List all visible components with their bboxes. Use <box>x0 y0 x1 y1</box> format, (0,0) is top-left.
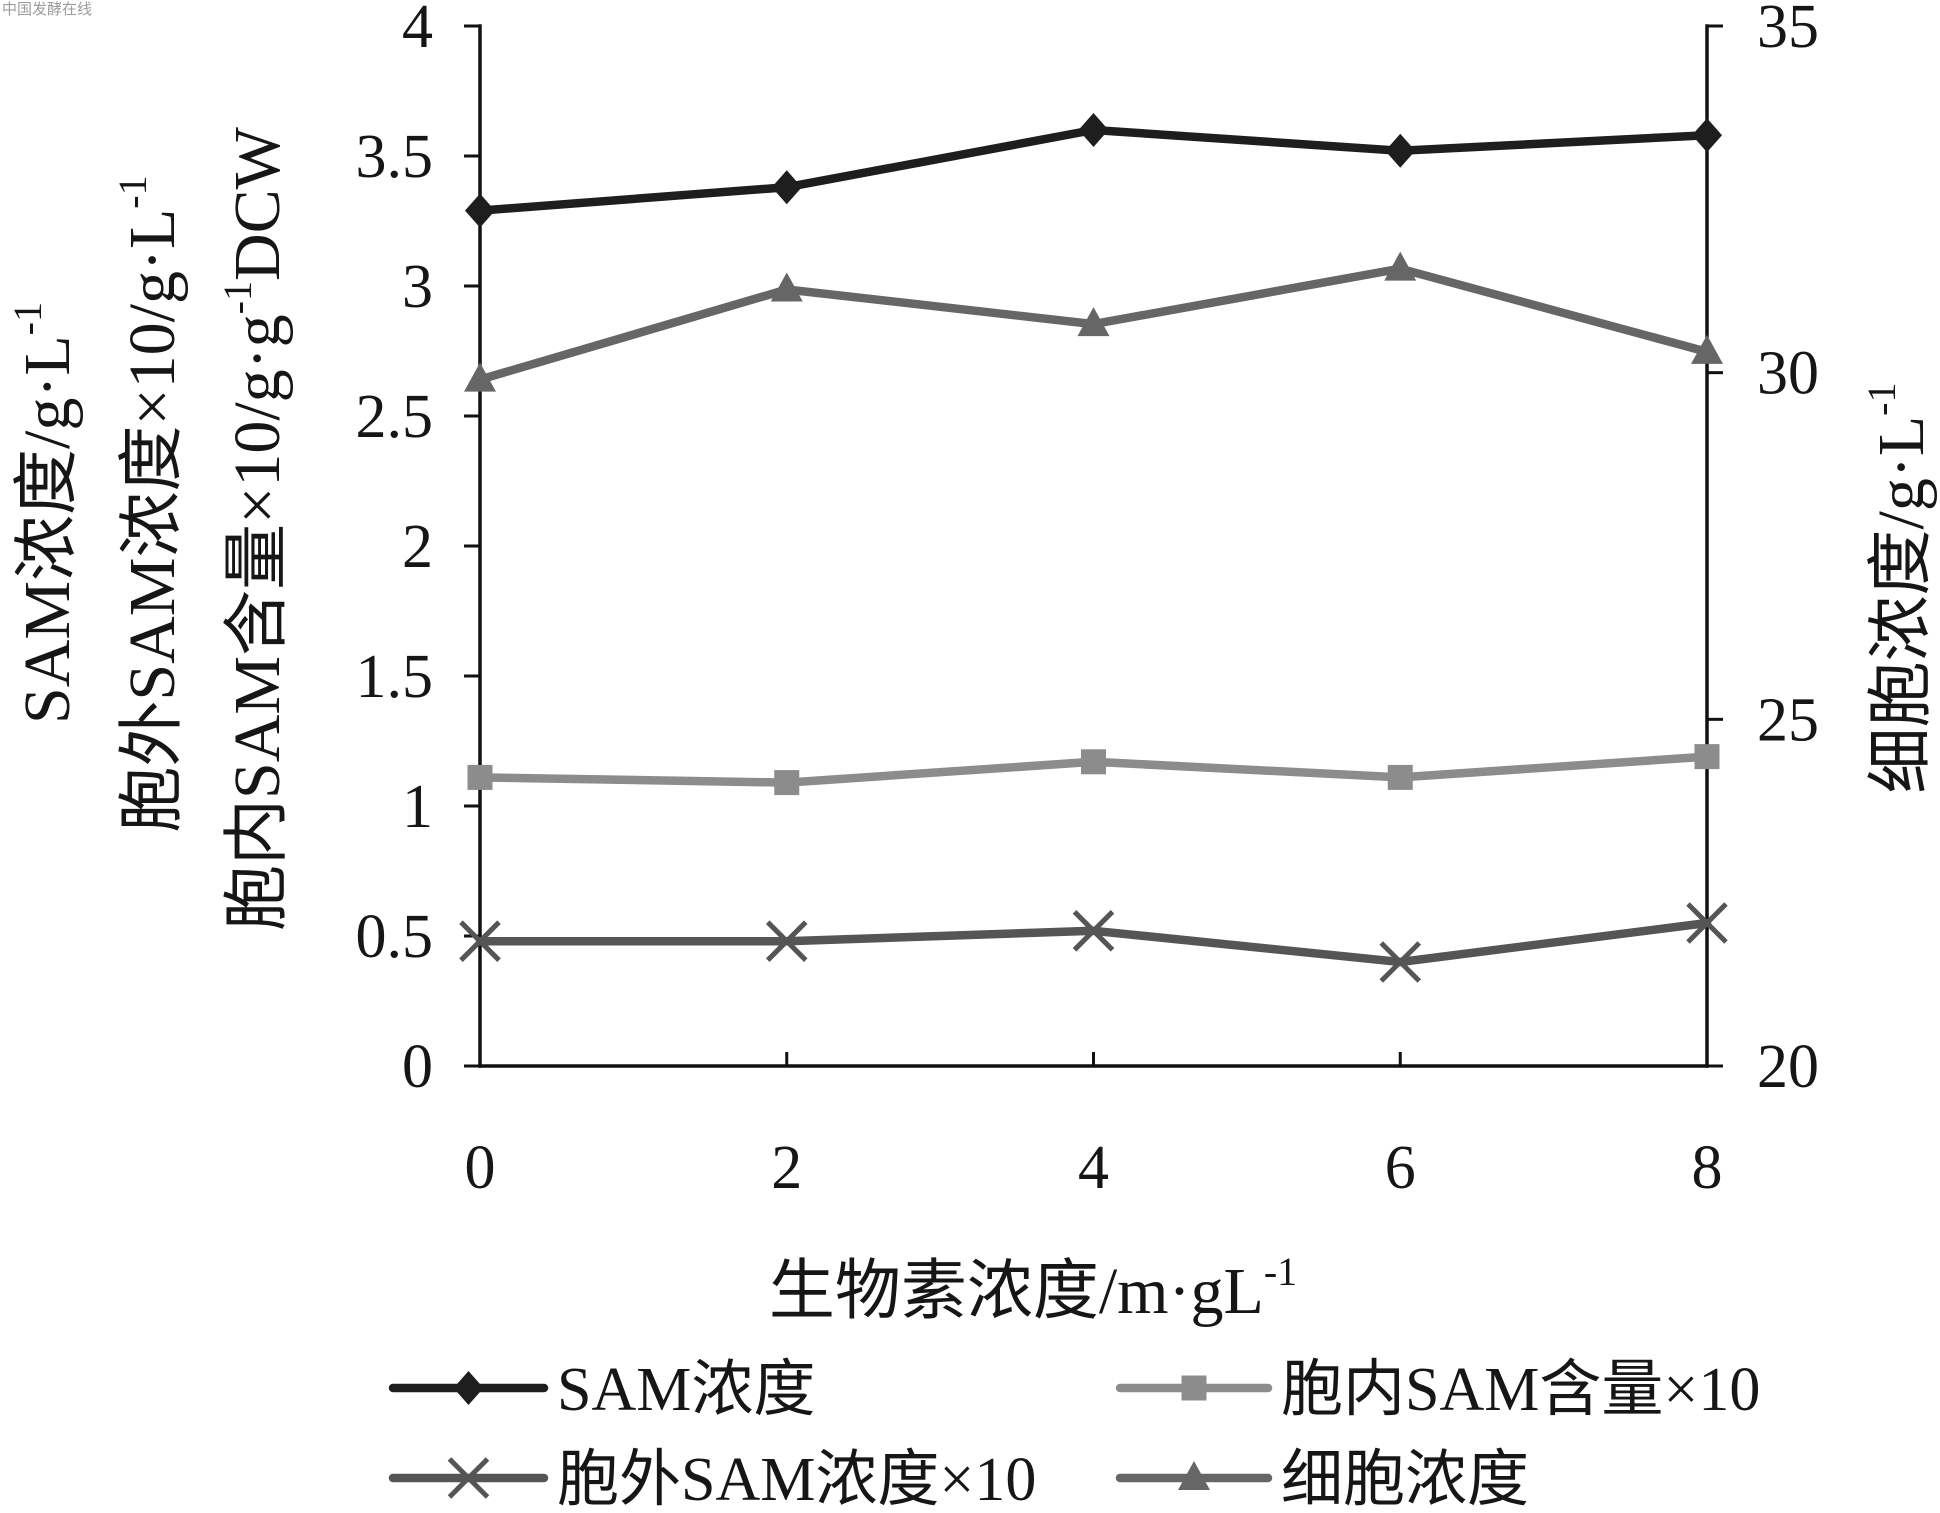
extracellular-sam-concentration-point <box>1379 941 1422 983</box>
x-marker-stroke <box>447 1457 490 1499</box>
intracellular-sam-content-point <box>1081 749 1106 775</box>
sam-concentration-point <box>1078 113 1109 147</box>
watermark-text: 中国发酵在线 <box>2 0 92 18</box>
intracellular-sam-content-point <box>1387 764 1413 790</box>
left-y-axis-title-intracellular-sam: 胞内SAM含量×10/g·g-1DCW <box>215 126 294 931</box>
series-extracellular-sam-concentration <box>459 902 1728 983</box>
left-y-tick-label: 1.5 <box>356 643 434 711</box>
left-y-tick-label: 0 <box>402 1033 433 1101</box>
axis-title-text: 细胞浓度/g·L <box>1865 416 1938 794</box>
right-y-axis-title-cell-concentration: 细胞浓度/g·L-1 <box>1859 383 1938 794</box>
x-axis-title: 生物素浓度/m·gL-1 <box>769 1249 1297 1328</box>
extracellular-sam-concentration-point <box>765 920 808 962</box>
legend-label: 胞外SAM浓度×10 <box>557 1446 1036 1513</box>
axis-title-superscript: -1 <box>1264 1249 1297 1294</box>
cell-concentration-point <box>770 272 803 302</box>
intracellular-sam-content-point <box>774 770 800 796</box>
intracellular-sam-content-point <box>1694 744 1720 770</box>
axis-title-superscript: -1 <box>1859 383 1904 416</box>
series-intracellular-sam-content <box>467 744 1720 796</box>
intracellular-sam-content-point <box>467 764 493 790</box>
x-marker-stroke <box>459 920 501 962</box>
right-y-tick-label: 20 <box>1757 1033 1819 1101</box>
axis-title-text: 胞内SAM含量×10/g·g <box>221 314 294 931</box>
left-y-axis-title-sam-concentration: SAM浓度/g·L-1 <box>5 302 84 724</box>
legend-marker <box>1181 1375 1207 1401</box>
axis-title-text: DCW <box>221 126 294 281</box>
sam-concentration-point <box>465 193 495 228</box>
cell-concentration-point <box>464 362 496 392</box>
right-y-tick-label: 30 <box>1757 340 1819 408</box>
axis-title-text: SAM浓度/g·L <box>11 335 84 724</box>
left-y-tick-label: 3.5 <box>356 123 434 191</box>
series-layer <box>459 113 1728 983</box>
axis-title-superscript: -1 <box>215 281 260 314</box>
right-y-tick-label: 25 <box>1757 686 1819 754</box>
left-y-tick-label: 3 <box>402 253 433 321</box>
cell-concentration-point <box>1384 251 1417 281</box>
axis-title-superscript: -1 <box>5 302 50 335</box>
axis-title-superscript: -1 <box>110 175 155 208</box>
left-y-tick-label: 0.5 <box>356 903 434 971</box>
left-y-tick-label: 2 <box>402 513 433 581</box>
legend-marker <box>1178 1461 1210 1490</box>
legend-label: 细胞浓度 <box>1281 1446 1529 1513</box>
right-y-tick-label: 35 <box>1757 0 1819 61</box>
x-marker-stroke <box>765 920 808 962</box>
legend: SAM浓度 胞内SAM含量×10 胞外SAM浓度×10 细胞浓度 <box>388 1356 1760 1513</box>
legend-marker <box>447 1457 490 1499</box>
extracellular-sam-concentration-point <box>1686 902 1728 944</box>
legend-marker <box>453 1371 484 1405</box>
cell-concentration-point <box>1691 334 1723 364</box>
sam-concentration-point <box>771 170 802 205</box>
x-marker-stroke <box>1686 902 1728 944</box>
x-tick-label: 4 <box>1078 1134 1109 1202</box>
axis-title-text: 胞外SAM浓度×10/g·L <box>116 209 189 833</box>
legend-item: SAM浓度 <box>388 1356 815 1424</box>
legend-item: 胞内SAM含量×10 <box>1115 1356 1760 1424</box>
legend-item: 细胞浓度 <box>1115 1446 1529 1513</box>
sam-concentration-point <box>1692 118 1722 153</box>
left-y-axis-title-extracellular-sam: 胞外SAM浓度×10/g·L-1 <box>110 175 189 832</box>
x-marker-stroke <box>1072 910 1115 952</box>
left-y-tick-label: 4 <box>402 0 433 61</box>
x-tick-label: 6 <box>1385 1134 1416 1202</box>
axis-title-text: 生物素浓度/m·gL <box>769 1255 1264 1328</box>
sam-concentration-point <box>1385 133 1416 168</box>
series-cell-concentration <box>464 251 1723 392</box>
axes: 0 0.5 1 1.5 2 2.5 3 3.5 4 20 25 30 35 0 2 4 6 8 <box>356 0 1820 1202</box>
series-sam-concentration <box>465 113 1722 228</box>
x-tick-label: 0 <box>465 1134 496 1202</box>
legend-label: SAM浓度 <box>557 1356 815 1424</box>
x-tick-label: 2 <box>771 1134 802 1202</box>
left-y-tick-label: 1 <box>402 773 433 841</box>
x-marker-stroke <box>1379 941 1422 983</box>
cell-concentration-point <box>1077 307 1110 337</box>
legend-item: 胞外SAM浓度×10 <box>388 1446 1036 1513</box>
extracellular-sam-concentration-point <box>1072 910 1115 952</box>
x-tick-label: 8 <box>1692 1134 1723 1202</box>
extracellular-sam-concentration-point <box>459 920 501 962</box>
left-y-tick-label: 2.5 <box>356 383 434 451</box>
legend-label: 胞内SAM含量×10 <box>1281 1356 1760 1424</box>
